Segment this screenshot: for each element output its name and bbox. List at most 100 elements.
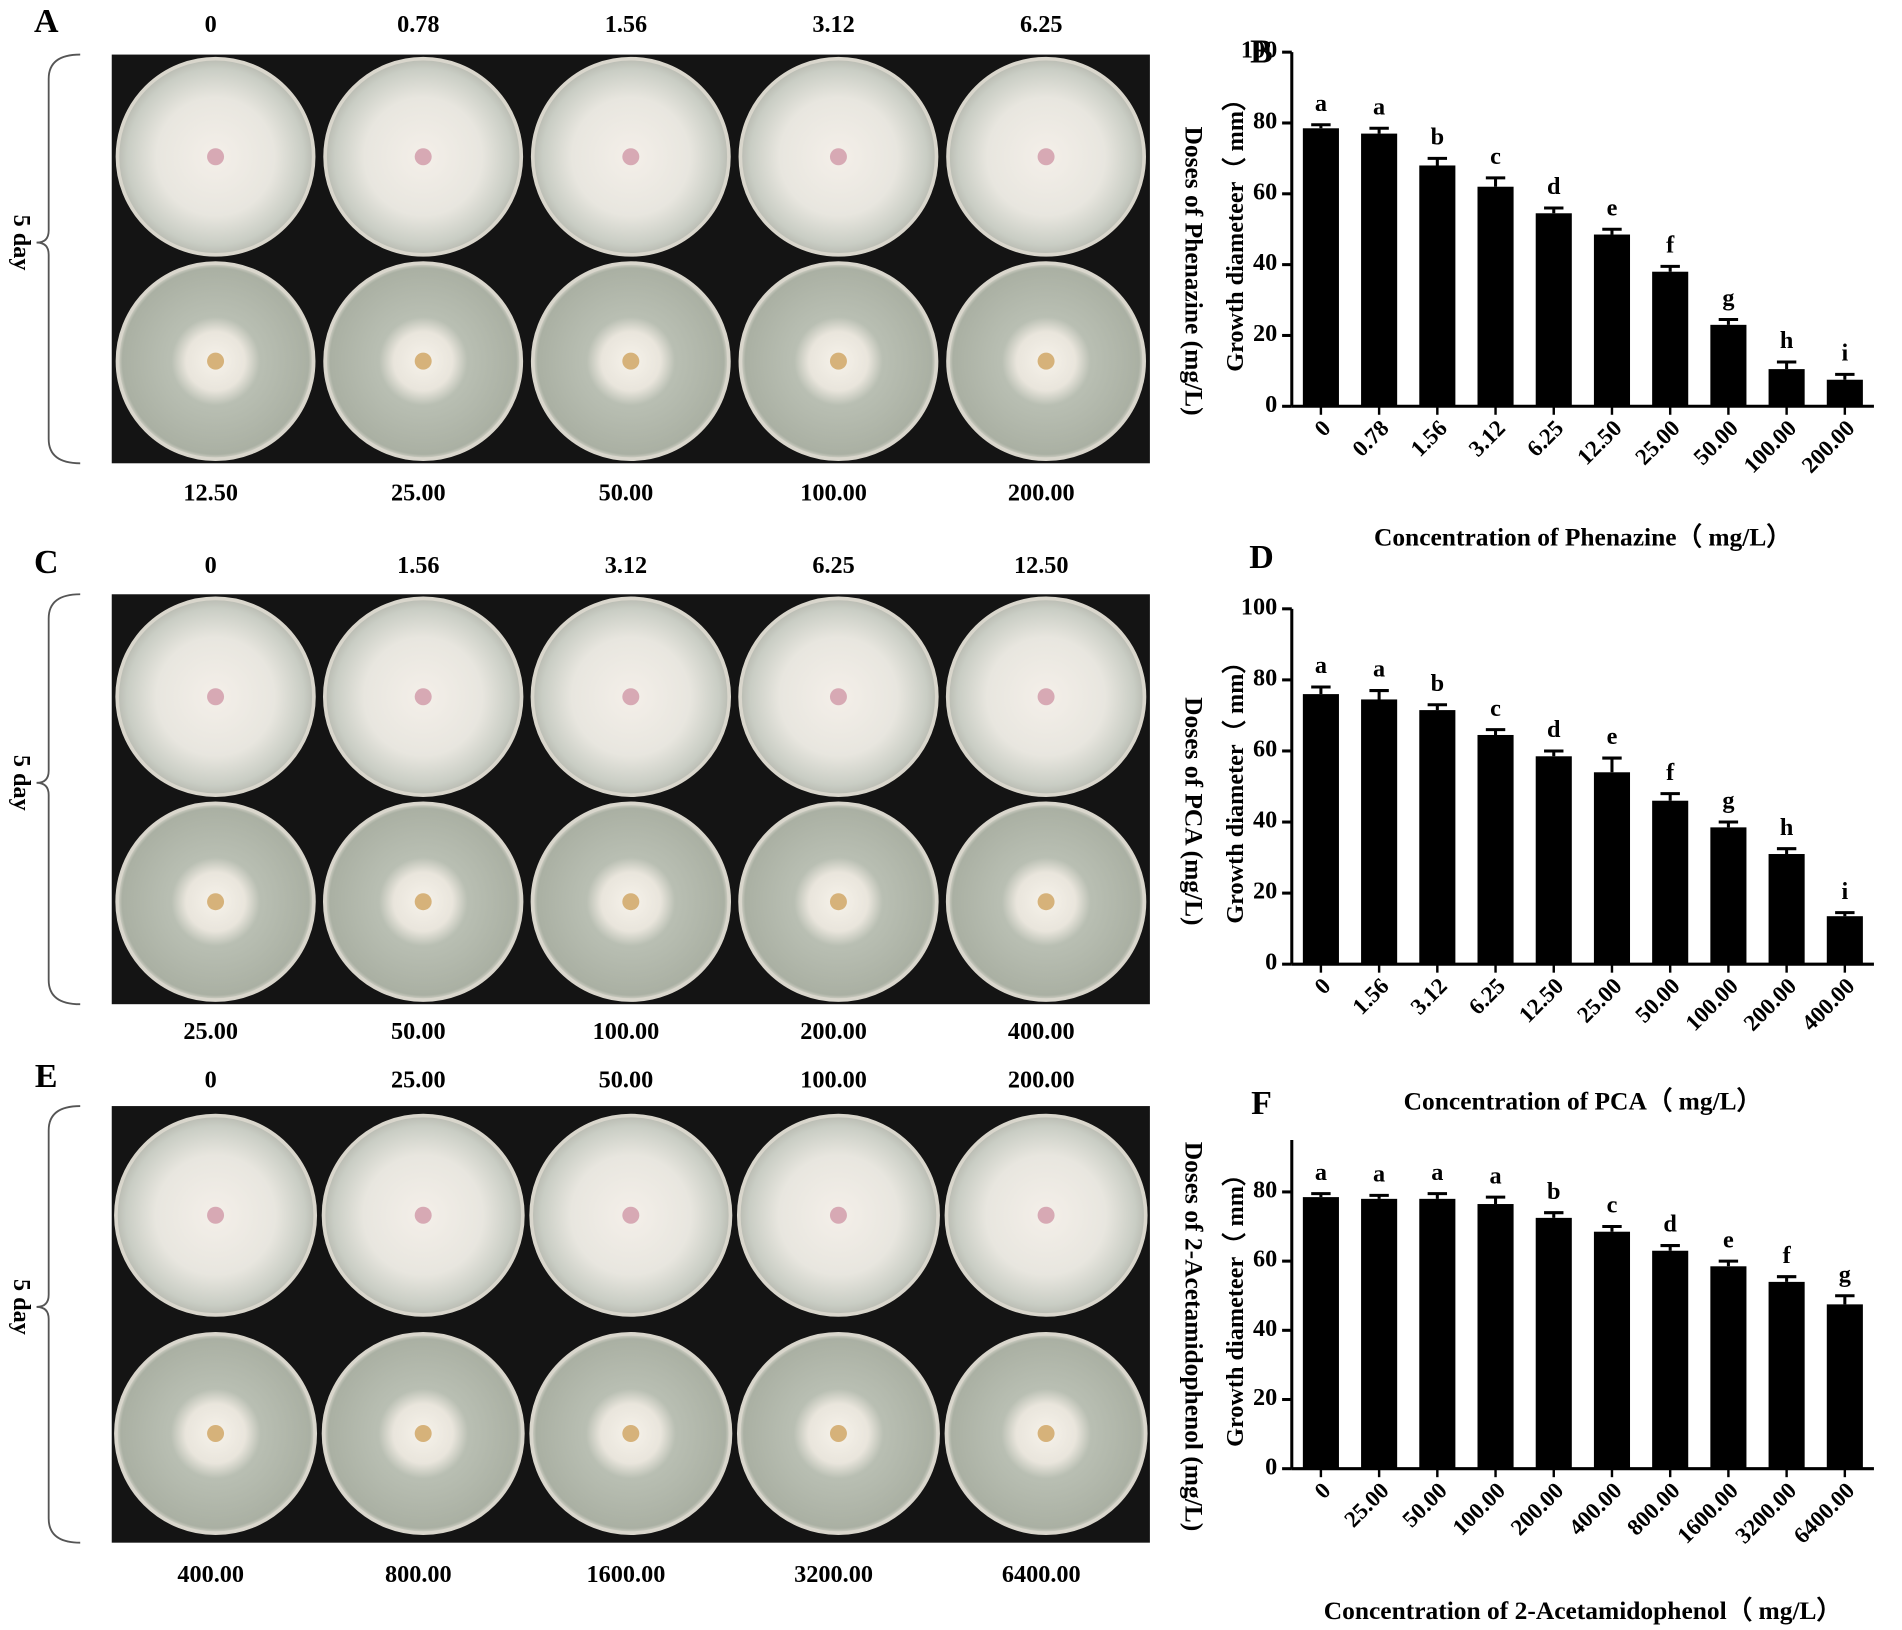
- x-tick-label: 6400.00: [1788, 1477, 1859, 1548]
- bar: [1535, 213, 1572, 407]
- y-tick-label: 80: [1253, 108, 1277, 135]
- inoculum: [207, 688, 225, 706]
- dose-axis-title: Doses of 2-Acetamidophenol (mg/L): [1179, 1142, 1208, 1532]
- inoculum: [829, 1206, 847, 1224]
- significance-letter: d: [1663, 1211, 1677, 1238]
- significance-letter: a: [1373, 93, 1385, 120]
- significance-letter: h: [1780, 814, 1794, 841]
- error-bar: [1311, 685, 1331, 695]
- x-tick-label: 400.00: [1796, 972, 1859, 1035]
- dose-label: 1.56: [397, 552, 439, 579]
- significance-letter: d: [1547, 716, 1561, 743]
- bar: [1593, 772, 1631, 965]
- y-tick-label: 80: [1253, 664, 1277, 691]
- dose-label: 3200.00: [794, 1561, 873, 1588]
- dose-label: 6400.00: [1002, 1561, 1081, 1588]
- bar: [1768, 854, 1805, 965]
- bar: [1302, 1197, 1339, 1469]
- error-bar: [1311, 123, 1331, 129]
- x-tick-label: 25.00: [1571, 972, 1626, 1027]
- bar: [1593, 234, 1631, 407]
- inoculum: [829, 893, 847, 911]
- panel-letter: B: [1250, 33, 1273, 70]
- inoculum: [1037, 1425, 1055, 1443]
- error-bar: [1718, 1259, 1739, 1267]
- dose-label: 6.25: [1020, 11, 1062, 38]
- dose-label: 0: [205, 1066, 217, 1093]
- x-tick-label: 12.50: [1571, 415, 1626, 470]
- error-bar: [1718, 318, 1739, 325]
- x-tick-label: 1.56: [1405, 415, 1452, 462]
- panel-letter: D: [1249, 539, 1274, 576]
- error-bar: [1660, 1244, 1680, 1251]
- error-bar: [1660, 264, 1680, 272]
- error-bar: [1427, 703, 1448, 711]
- significance-letter: b: [1431, 124, 1445, 151]
- time-label: 5 day: [8, 1279, 35, 1335]
- dose-label: 0: [205, 11, 217, 38]
- dose-label: 1600.00: [587, 1561, 666, 1588]
- dose-label: 400.00: [1008, 1018, 1075, 1045]
- inoculum: [1037, 688, 1055, 706]
- bar: [1768, 1281, 1805, 1469]
- significance-letter: f: [1783, 1242, 1792, 1269]
- error-bar: [1544, 749, 1564, 757]
- inoculum: [622, 352, 640, 370]
- inoculum: [414, 688, 432, 706]
- bar: [1710, 1266, 1747, 1469]
- bar: [1593, 1231, 1631, 1469]
- inoculum: [207, 1206, 225, 1224]
- inoculum: [622, 893, 640, 911]
- time-label: 5 day: [8, 215, 35, 271]
- error-bar: [1602, 227, 1622, 235]
- panel-letter: F: [1251, 1085, 1272, 1122]
- panel-letter: E: [35, 1058, 58, 1095]
- y-tick-label: 80: [1253, 1176, 1277, 1203]
- error-bar: [1835, 911, 1855, 917]
- panel-letter: A: [34, 3, 59, 40]
- error-bar: [1369, 689, 1389, 700]
- significance-letter: g: [1722, 787, 1734, 814]
- significance-letter: a: [1315, 652, 1327, 679]
- y-tick-label: 60: [1253, 736, 1277, 763]
- significance-letter: a: [1489, 1162, 1501, 1189]
- significance-letter: e: [1723, 1226, 1734, 1253]
- x-tick-label: 400.00: [1563, 1477, 1626, 1540]
- dose-label: 25.00: [391, 479, 446, 506]
- y-axis-title: Growth diameter（ mm）: [1222, 649, 1249, 923]
- dose-label: 800.00: [385, 1561, 452, 1588]
- bar: [1826, 916, 1863, 965]
- dose-label: 0.78: [397, 11, 439, 38]
- bar: [1710, 324, 1747, 407]
- error-bar: [1485, 1195, 1506, 1205]
- error-bar: [1718, 820, 1739, 828]
- bar: [1302, 128, 1339, 407]
- significance-letter: g: [1722, 285, 1734, 312]
- significance-letter: a: [1431, 1159, 1443, 1186]
- bracket: [36, 593, 81, 1006]
- inoculum: [622, 148, 640, 166]
- error-bar: [1369, 1193, 1389, 1199]
- inoculum: [414, 352, 432, 370]
- bracket: [36, 1105, 81, 1544]
- y-tick-label: 40: [1253, 807, 1277, 834]
- significance-letter: c: [1490, 143, 1501, 170]
- inoculum: [622, 1206, 640, 1224]
- bar: [1419, 1198, 1456, 1469]
- y-tick-label: 100: [1241, 593, 1277, 620]
- dose-axis-title: Doses of PCA (mg/L): [1179, 697, 1208, 925]
- error-bar: [1427, 1192, 1448, 1199]
- inoculum: [829, 688, 847, 706]
- dose-label: 100.00: [593, 1018, 660, 1045]
- inoculum: [414, 893, 432, 911]
- significance-letter: e: [1607, 723, 1618, 750]
- error-bar: [1544, 206, 1564, 214]
- error-bar: [1485, 728, 1506, 735]
- dose-label: 50.00: [599, 479, 654, 506]
- x-tick-label: 50.00: [1688, 415, 1743, 470]
- significance-letter: b: [1431, 670, 1445, 697]
- bar: [1477, 186, 1514, 407]
- error-bar: [1485, 176, 1506, 187]
- significance-letter: a: [1315, 1159, 1327, 1186]
- x-tick-label: 200.00: [1738, 972, 1801, 1035]
